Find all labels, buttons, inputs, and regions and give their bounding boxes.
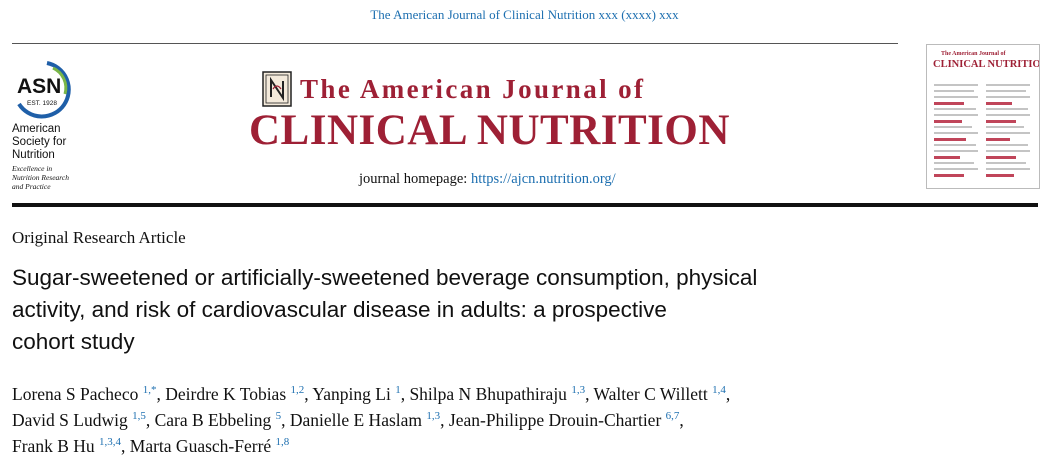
journal-title-main: CLINICAL NUTRITION (249, 107, 730, 154)
header-divider-thick (12, 203, 1038, 207)
cover-title-main: CLINICAL NUTRITION (933, 59, 1040, 70)
asn-org-line: Society for (12, 136, 67, 148)
asn-org-name: American Society for Nutrition (12, 123, 102, 162)
author-affiliation[interactable]: 1 (395, 384, 401, 396)
author-name[interactable]: Lorena S Pacheco (12, 384, 139, 404)
homepage-link[interactable]: https://ajcn.nutrition.org/ (470, 171, 616, 187)
author-name[interactable]: Marta Guasch-Ferré (129, 436, 272, 456)
journal-homepage: journal homepage: https://ajcn.nutrition… (359, 171, 616, 188)
author-affiliation[interactable]: 1,* (142, 384, 157, 396)
author-line: Lorena S Pacheco 1,*, Deirdre K Tobias 1… (12, 384, 731, 404)
author-name[interactable]: Cara B Ebbeling (154, 410, 272, 430)
author-name[interactable]: Shilpa N Bhupathiraju (409, 384, 567, 404)
author-affiliation[interactable]: 1,3 (571, 384, 586, 396)
asn-established: EST. 1928 (27, 100, 57, 107)
author-name[interactable]: Yanping Li (312, 384, 391, 404)
author-affiliation[interactable]: 1,4 (712, 384, 726, 396)
cover-title-top: The American Journal of (941, 51, 1006, 57)
author-line: Frank B Hu 1,3,4, Marta Guasch-Ferré 1,8 (12, 436, 290, 456)
author-affiliation[interactable]: 1,3,4 (99, 436, 122, 448)
journal-reference: The American Journal of Clinical Nutriti… (370, 7, 679, 22)
article-title-line: Sugar-sweetened or artificially-sweetene… (12, 265, 758, 290)
asn-org-line: Nutrition (12, 149, 55, 161)
article-title-line: activity, and risk of cardiovascular dis… (12, 297, 667, 322)
asn-badge-icon: ASN EST. 1928 (17, 61, 71, 119)
journal-cover-thumbnail: The American Journal of CLINICAL NUTRITI… (926, 44, 1040, 189)
author-list: Lorena S Pacheco 1,*, Deirdre K Tobias 1… (12, 381, 1042, 459)
journal-seal-icon (262, 71, 292, 107)
article-type: Original Research Article (12, 228, 186, 247)
author-name[interactable]: Jean-Philippe Drouin-Chartier (448, 410, 662, 430)
journal-title-top: The American Journal of (300, 74, 646, 104)
asn-org-line: American (12, 123, 61, 135)
asn-tagline-line: and Practice (12, 182, 51, 191)
article-title-line: cohort study (12, 329, 135, 354)
author-affiliation[interactable]: 5 (275, 410, 282, 422)
asn-tagline-line: Excellence in (12, 164, 53, 173)
cover-contents-graphic (934, 84, 1030, 177)
author-affiliation[interactable]: 1,5 (132, 410, 146, 422)
asn-abbrev: ASN (17, 75, 61, 98)
author-name[interactable]: Deirdre K Tobias (165, 384, 287, 404)
author-name[interactable]: Walter C Willett (593, 384, 708, 404)
article-title: Sugar-sweetened or artificially-sweetene… (12, 262, 912, 358)
author-affiliation[interactable]: 1,8 (275, 436, 290, 448)
author-affiliation[interactable]: 1,2 (290, 384, 305, 396)
author-affiliation[interactable]: 6,7 (665, 410, 680, 422)
asn-tagline-line: Nutrition Research (12, 173, 70, 182)
author-name[interactable]: Frank B Hu (12, 436, 95, 456)
author-affiliation[interactable]: 1,3 (426, 410, 441, 422)
homepage-label: journal homepage: (359, 171, 471, 187)
header-divider-thin (12, 43, 898, 44)
author-name[interactable]: David S Ludwig (12, 410, 128, 430)
asn-logo: ASN EST. 1928 American Society for Nutri… (10, 60, 102, 191)
asn-tagline: Excellence in Nutrition Research and Pra… (12, 164, 92, 191)
author-line: David S Ludwig 1,5, Cara B Ebbeling 5, D… (12, 410, 684, 430)
author-name[interactable]: Danielle E Haslam (289, 410, 423, 430)
